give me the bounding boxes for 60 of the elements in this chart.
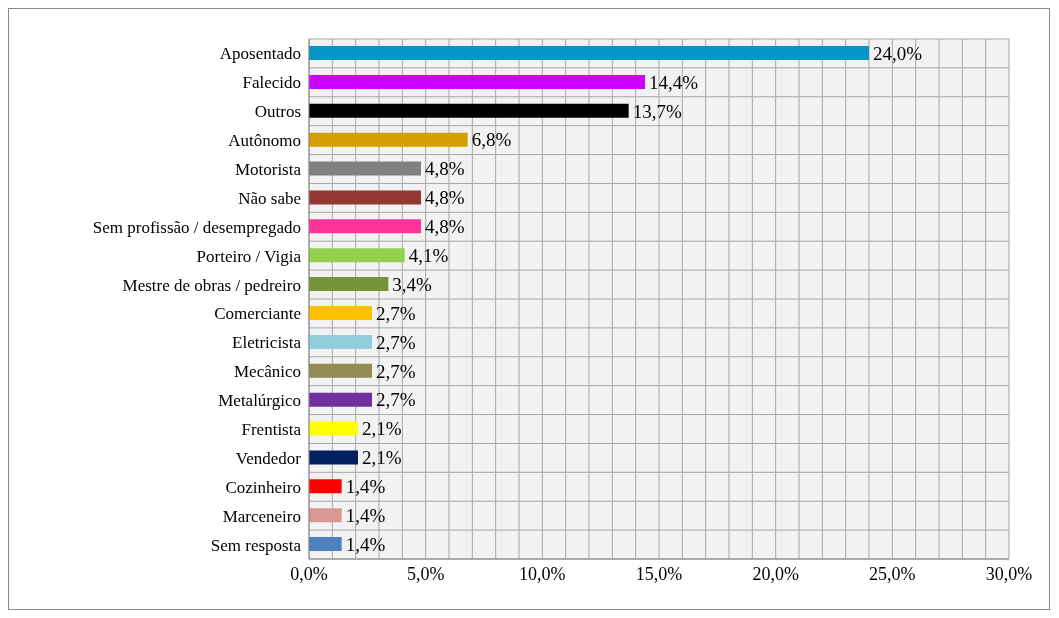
data-label: 2,7% <box>376 389 416 411</box>
bar <box>309 392 372 407</box>
y-tick-label: Aposentado <box>219 44 301 64</box>
bar <box>309 334 372 349</box>
x-tick-label: 0,0% <box>290 563 328 584</box>
data-label: 6,8% <box>471 129 512 151</box>
y-tick-label: Porteiro / Vigia <box>196 246 302 266</box>
x-tick-label: 20,0% <box>752 563 799 584</box>
data-label: 2,7% <box>376 331 416 353</box>
bar <box>309 450 358 465</box>
bar <box>309 306 372 320</box>
y-tick-label: Mecânico <box>233 362 301 382</box>
bar <box>309 537 342 552</box>
y-tick-label: Mestre de obras / pedreiro <box>122 275 301 295</box>
data-label: 4,8% <box>425 187 465 209</box>
bar <box>309 103 629 118</box>
data-label: 4,1% <box>408 244 449 266</box>
bar <box>309 508 342 523</box>
data-label: 2,7% <box>376 302 416 324</box>
y-tick-label: Sem profissão / desempregado <box>92 217 301 237</box>
data-label: 24,0% <box>873 42 923 64</box>
y-tick-label: Metalúrgico <box>218 391 301 411</box>
bar <box>309 46 869 60</box>
bar <box>309 132 468 147</box>
bar <box>309 248 405 263</box>
y-tick-label: Não sabe <box>238 188 301 208</box>
data-label: 14,4% <box>649 71 699 93</box>
data-label: 1,4% <box>345 533 386 555</box>
bar <box>309 479 342 494</box>
x-tick-label: 30,0% <box>985 563 1033 584</box>
y-tick-label: Motorista <box>234 160 302 180</box>
y-tick-label: Vendedor <box>235 448 302 468</box>
bar <box>309 363 372 378</box>
x-tick-label: 5,0% <box>406 563 445 584</box>
x-tick-label: 25,0% <box>869 563 916 584</box>
data-label: 3,4% <box>392 273 433 295</box>
y-tick-label: Autônomo <box>228 131 301 151</box>
data-label: 1,4% <box>345 476 386 498</box>
y-tick-label: Sem resposta <box>210 535 302 555</box>
y-tick-label: Marceneiro <box>222 506 301 526</box>
y-tick-label: Falecido <box>242 73 301 93</box>
data-label: 2,7% <box>376 360 416 382</box>
bar <box>309 277 389 292</box>
bar <box>309 421 358 436</box>
y-tick-label: Outros <box>254 102 301 122</box>
y-tick-label: Eletricista <box>232 333 302 353</box>
data-label: 13,7% <box>632 100 682 122</box>
data-label: 1,4% <box>345 504 386 526</box>
x-tick-label: 15,0% <box>635 563 683 584</box>
y-tick-label: Frentista <box>241 420 302 440</box>
data-label: 4,8% <box>425 158 465 180</box>
bar <box>309 219 421 234</box>
bar <box>309 74 645 89</box>
data-label: 4,8% <box>425 216 465 238</box>
data-label: 2,1% <box>362 418 402 440</box>
y-tick-label: Cozinheiro <box>225 477 301 497</box>
data-label: 2,1% <box>362 447 402 469</box>
x-tick-label: 10,0% <box>519 563 566 584</box>
y-tick-label: Comerciante <box>214 304 301 324</box>
bar <box>309 190 421 205</box>
